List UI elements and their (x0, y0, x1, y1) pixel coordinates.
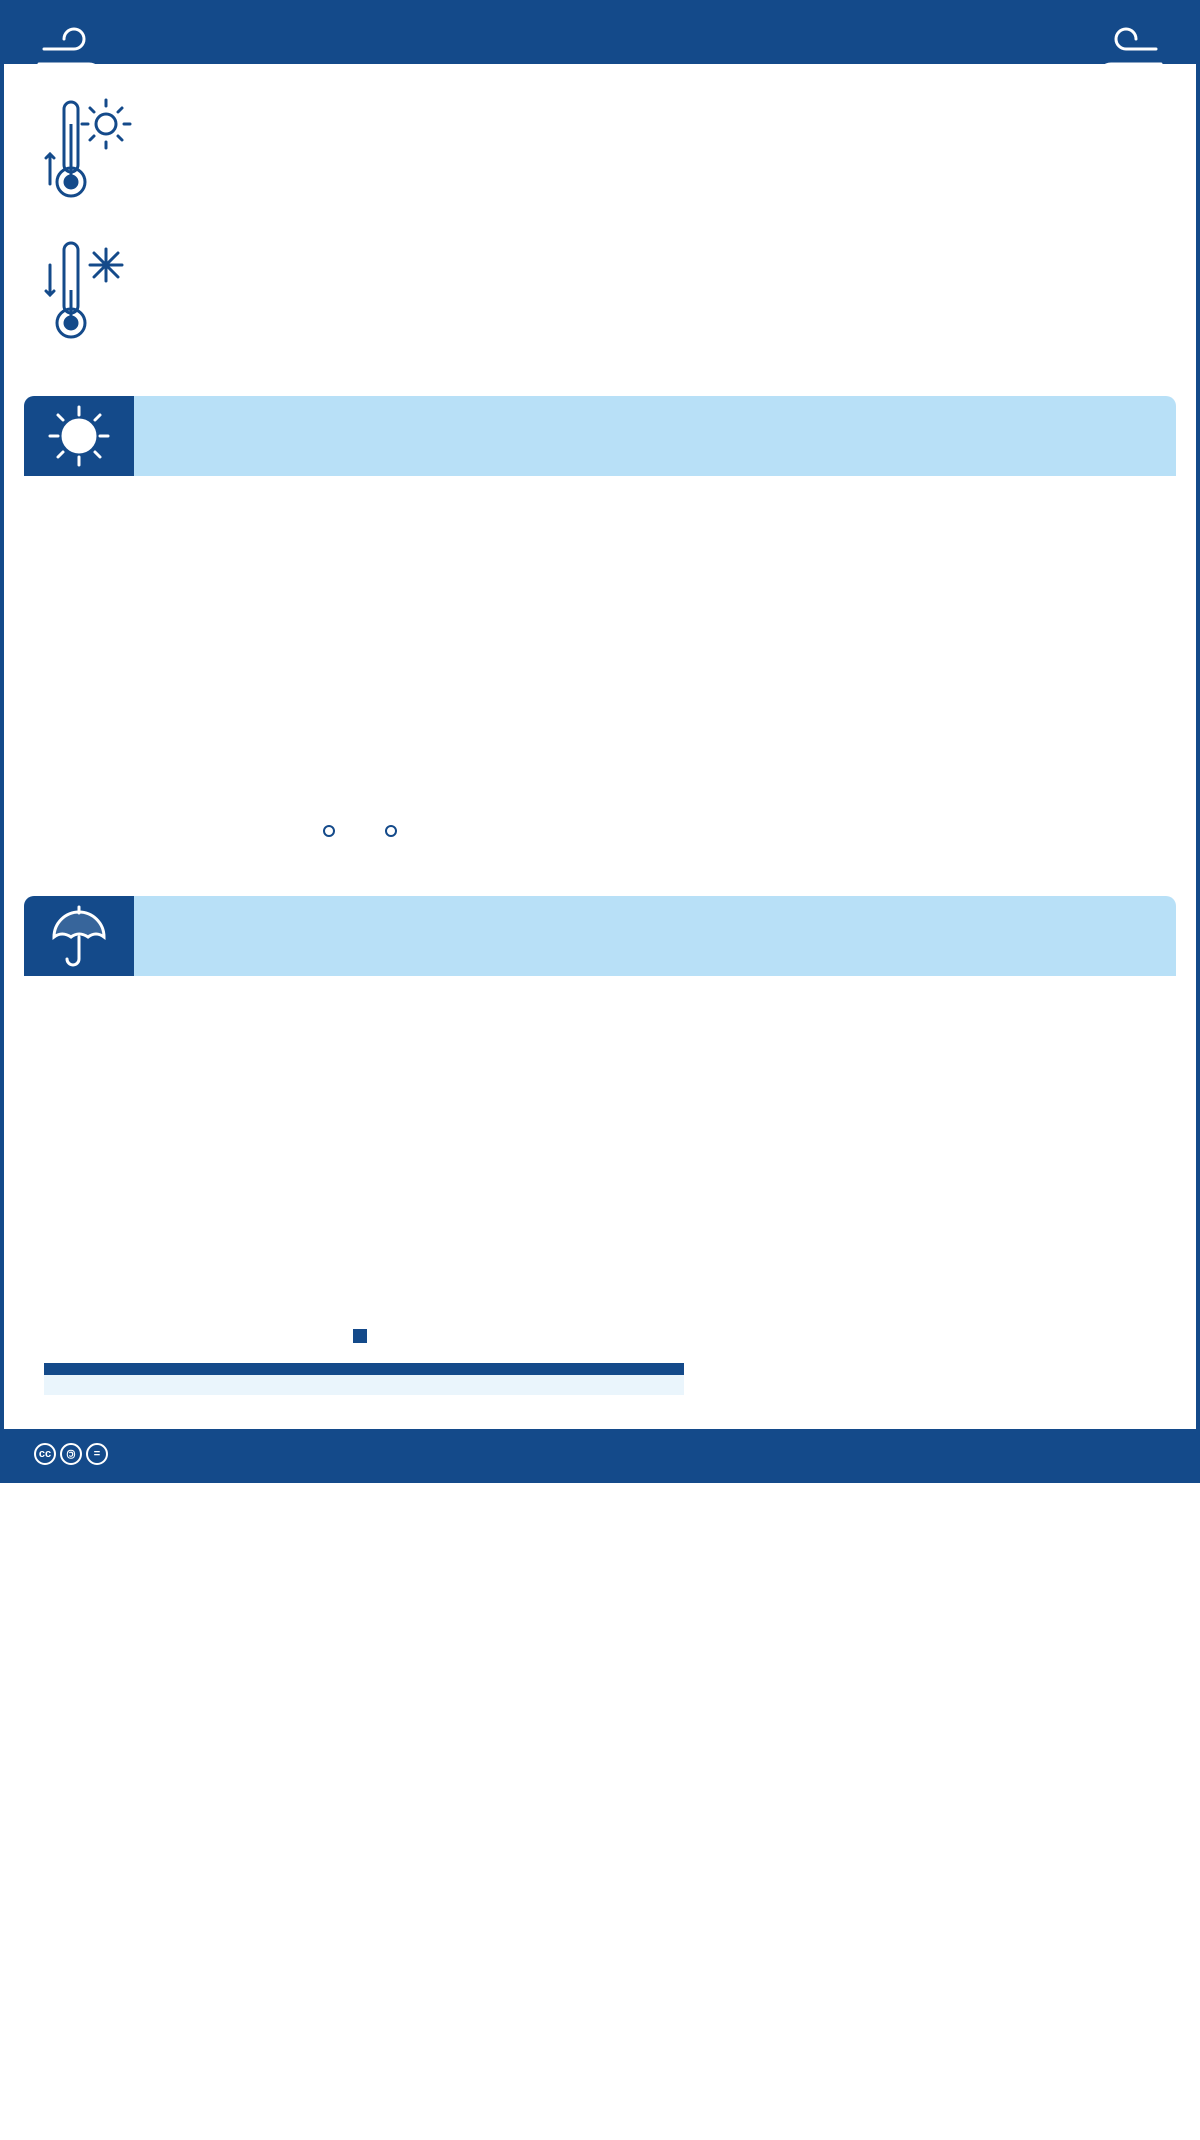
temp-summary-text (714, 496, 1156, 832)
footer: cc🄯= (4, 1429, 1196, 1479)
warm-fact (44, 94, 696, 209)
intro-section (4, 64, 1196, 396)
precip-summary-text (714, 996, 1156, 1395)
header (4, 4, 1196, 64)
precip-probability-panel (44, 1363, 684, 1395)
thermometer-sun-icon (44, 94, 134, 209)
section-bar-temp (24, 396, 1176, 476)
infographic-frame: cc🄯= (0, 0, 1200, 1483)
wind-icon (1056, 24, 1166, 99)
thermometer-snow-icon (44, 235, 134, 350)
cold-fact (44, 235, 696, 350)
section-bar-precip (24, 896, 1176, 976)
sun-icon (24, 396, 134, 476)
world-map (726, 94, 1156, 376)
precipitation-bar-chart (44, 996, 684, 1395)
umbrella-icon (24, 896, 134, 976)
temp-chart-legend (44, 829, 684, 832)
temperature-line-chart (44, 496, 684, 832)
cc-icons: cc🄯= (34, 1443, 108, 1465)
wind-icon (34, 24, 144, 99)
